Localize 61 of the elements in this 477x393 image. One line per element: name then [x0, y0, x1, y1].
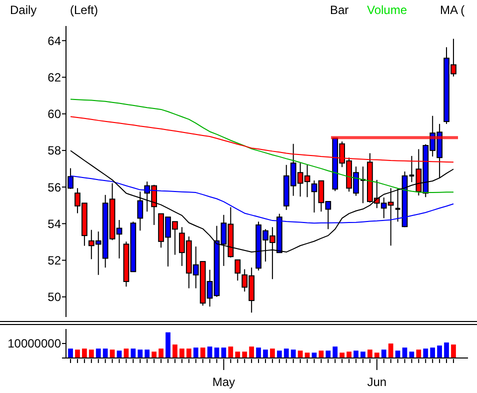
- bar: [166, 332, 170, 358]
- bar: [423, 348, 428, 358]
- y-tick-label: 58: [48, 144, 62, 158]
- bar: [102, 348, 108, 358]
- bar: [249, 346, 254, 358]
- bar: [451, 344, 456, 358]
- bar: [138, 350, 143, 358]
- bar: [430, 348, 436, 358]
- text: (Left): [70, 3, 98, 17]
- x-tick-label: Jun: [367, 375, 387, 389]
- bar: [228, 346, 234, 358]
- bar: [318, 350, 324, 358]
- bar: [367, 350, 372, 358]
- text: Volume: [367, 3, 408, 17]
- bar: [235, 352, 240, 358]
- y-tick-label: 56: [48, 180, 62, 194]
- bar: [152, 352, 157, 358]
- bar: [416, 350, 422, 358]
- bar: [340, 352, 345, 358]
- bar: [290, 350, 296, 358]
- bar: [270, 348, 275, 358]
- bar: [256, 348, 261, 358]
- bar: [75, 350, 80, 358]
- bar: [193, 348, 198, 358]
- y-tick-label: 64: [48, 34, 62, 48]
- bar: [68, 348, 73, 358]
- line-series: [70, 98, 454, 194]
- y-tick-label: 54: [48, 216, 62, 231]
- bar: [374, 352, 380, 358]
- bar: [284, 348, 289, 358]
- bar: [354, 350, 358, 358]
- bar: [381, 350, 386, 358]
- bar: [242, 352, 248, 358]
- bar: [444, 342, 449, 358]
- bar: [172, 344, 178, 358]
- y-tick-label: 10000000: [8, 336, 62, 351]
- y-tick-label: 62: [48, 70, 62, 84]
- y-tick-label: 52: [48, 253, 62, 268]
- bar: [82, 348, 87, 358]
- x-tick-label: May: [212, 375, 236, 389]
- bar: [263, 350, 268, 358]
- bar: [88, 350, 94, 358]
- bar: [144, 350, 150, 358]
- candlestick: [395, 188, 400, 222]
- candlestick: [234, 259, 241, 282]
- y-tick-label: 50: [48, 290, 62, 304]
- text: Daily: [10, 3, 37, 17]
- text: MA (: [440, 3, 465, 17]
- bar: [200, 348, 206, 358]
- y-tick-label: 60: [48, 107, 62, 122]
- bar: [360, 352, 366, 358]
- bar: [437, 346, 442, 358]
- text: Bar: [330, 3, 349, 17]
- bar: [158, 348, 164, 358]
- bar: [276, 350, 282, 358]
- bar: [179, 348, 184, 358]
- bar: [96, 348, 101, 358]
- bar: [332, 346, 338, 358]
- bar: [346, 352, 352, 358]
- bar: [326, 350, 331, 358]
- bar: [186, 348, 192, 358]
